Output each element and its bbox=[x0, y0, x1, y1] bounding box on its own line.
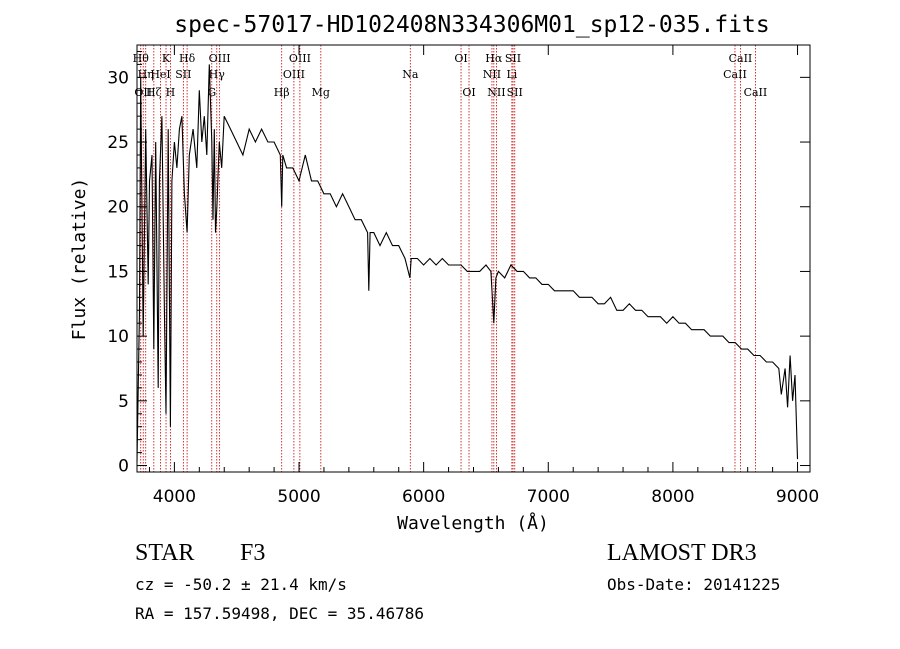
line-marker-label: Hδ bbox=[179, 52, 196, 65]
x-tick-label: 4000 bbox=[153, 487, 196, 507]
line-marker-label: Hζ bbox=[146, 86, 162, 99]
line-marker-label: SII bbox=[507, 86, 523, 99]
y-tick-label: 0 bbox=[118, 457, 129, 477]
subclass: F3 bbox=[240, 540, 266, 566]
line-marker-label: SII bbox=[175, 68, 191, 81]
spectrum-line bbox=[136, 64, 799, 462]
line-marker-label: OI bbox=[462, 86, 475, 99]
x-tick-label: 8000 bbox=[651, 487, 694, 507]
line-marker-label: Hβ bbox=[274, 86, 290, 99]
y-axis: 0 5 10 15 20 25 30 bbox=[107, 50, 810, 477]
line-marker-label: Hα bbox=[485, 52, 503, 65]
y-tick-label: 15 bbox=[107, 262, 129, 282]
plot-frame bbox=[136, 44, 811, 473]
x-tick-label: 5000 bbox=[277, 487, 320, 507]
line-marker-label: OIII bbox=[283, 68, 305, 81]
line-marker-label: CaII bbox=[729, 52, 753, 65]
line-markers bbox=[140, 45, 756, 472]
line-marker-label: OI bbox=[454, 52, 467, 65]
line-marker-label: Li bbox=[506, 68, 517, 81]
y-tick-label: 30 bbox=[107, 68, 129, 88]
y-tick-label: 10 bbox=[107, 327, 129, 347]
y-tick-label: 25 bbox=[107, 133, 129, 153]
x-axis: 4000 5000 6000 7000 8000 9000 bbox=[148, 45, 819, 507]
y-tick-label: 20 bbox=[107, 198, 129, 218]
x-axis-label: Wavelength (Å) bbox=[397, 512, 549, 534]
redshift-info: cz = -50.2 ± 21.4 km/s bbox=[135, 575, 347, 594]
obs-date: Obs-Date: 20141225 bbox=[607, 575, 781, 594]
line-marker-label: Hγ bbox=[209, 68, 226, 81]
line-marker-label: K bbox=[162, 52, 171, 65]
x-tick-label: 9000 bbox=[776, 487, 819, 507]
line-marker-label: Hθ bbox=[133, 52, 150, 65]
line-marker-label: OIII bbox=[289, 52, 311, 65]
line-marker-label: NII bbox=[483, 68, 501, 81]
y-axis-label: Flux (relative) bbox=[69, 178, 90, 341]
line-marker-labels: HθOIIHηHζHeIKHSIIHδGHγOIIIHβOIIIOIIIMgNa… bbox=[133, 52, 768, 99]
line-marker-label: CaII bbox=[744, 86, 768, 99]
line-marker-label: Mg bbox=[312, 86, 330, 99]
coordinates: RA = 157.59498, DEC = 35.46786 bbox=[135, 604, 424, 623]
survey-name: LAMOST DR3 bbox=[607, 540, 757, 566]
line-marker-label: G bbox=[207, 86, 216, 99]
y-tick-label: 5 bbox=[118, 392, 129, 412]
line-marker-label: Na bbox=[402, 68, 419, 81]
x-tick-label: 6000 bbox=[402, 487, 445, 507]
x-tick-label: 7000 bbox=[527, 487, 570, 507]
line-marker-label: CaII bbox=[723, 68, 747, 81]
object-class: STAR bbox=[135, 540, 195, 566]
line-marker-label: SII bbox=[505, 52, 521, 65]
line-marker-label: HeI bbox=[150, 68, 170, 81]
chart-title: spec-57017-HD102408N334306M01_sp12-035.f… bbox=[174, 12, 769, 38]
line-marker-label: OII bbox=[134, 86, 152, 99]
line-marker-label: NII bbox=[487, 86, 505, 99]
line-marker-label: H bbox=[166, 86, 176, 99]
line-marker-label: OIII bbox=[209, 52, 231, 65]
spectrum-chart: HθOIIHηHζHeIKHSIIHδGHγOIIIHβOIIIOIIIMgNa… bbox=[69, 12, 819, 534]
